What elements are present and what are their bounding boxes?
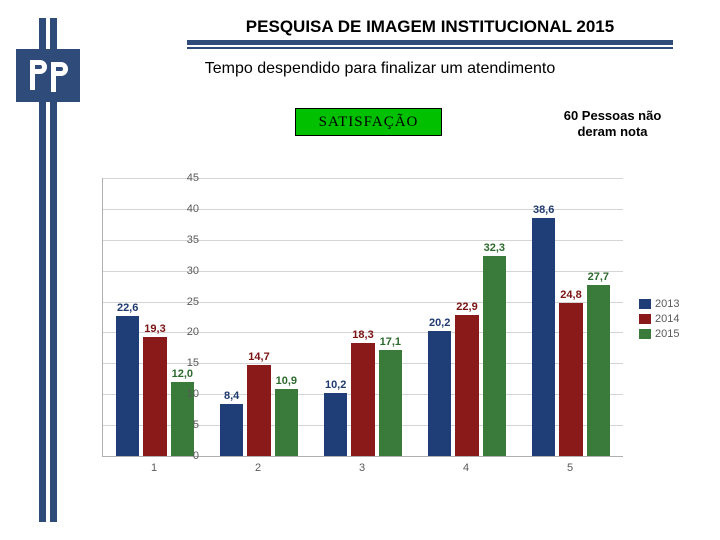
bar-value-label: 20,2 <box>429 317 450 329</box>
footnote-line1: 60 Pessoas não <box>564 108 662 123</box>
bar-value-label: 14,7 <box>248 351 269 363</box>
x-tick: 4 <box>446 462 486 474</box>
bar-value-label: 18,3 <box>352 329 373 341</box>
pp-logo-icon <box>27 58 69 94</box>
page-subtitle: Tempo despendido para finalizar um atend… <box>100 60 660 78</box>
bar-value-label: 10,9 <box>276 375 297 387</box>
bar <box>483 256 506 456</box>
y-tick: 25 <box>175 296 199 308</box>
bar <box>220 404 243 456</box>
bar <box>559 303 582 456</box>
y-tick: 30 <box>175 265 199 277</box>
legend-swatch <box>639 329 651 339</box>
x-tick: 1 <box>134 462 174 474</box>
x-tick: 2 <box>238 462 278 474</box>
y-tick: 35 <box>175 234 199 246</box>
y-tick: 0 <box>175 450 199 462</box>
legend-item: 2014 <box>639 313 699 325</box>
bar-value-label: 19,3 <box>144 323 165 335</box>
footnote: 60 Pessoas não deram nota <box>540 108 685 139</box>
bar <box>116 316 139 456</box>
bar <box>143 337 166 456</box>
footnote-line2: deram nota <box>577 124 647 139</box>
y-tick: 20 <box>175 326 199 338</box>
bar-value-label: 24,8 <box>560 289 581 301</box>
legend-item: 2013 <box>639 298 699 310</box>
plot-area: 22,6 19,3 12,0 8,4 14,7 10,9 10,2 18,3 17,1 20,2 2… <box>102 178 623 457</box>
bar <box>275 389 298 456</box>
bar <box>455 315 478 456</box>
title-underline <box>187 40 673 45</box>
bar <box>428 331 451 456</box>
legend-label: 2013 <box>655 298 679 310</box>
logo <box>16 49 80 102</box>
bar <box>379 350 402 456</box>
y-tick: 40 <box>175 203 199 215</box>
bar <box>532 218 555 456</box>
bar-chart: 22,6 19,3 12,0 8,4 14,7 10,9 10,2 18,3 17,1 20,2 2… <box>74 170 699 500</box>
bar <box>247 365 270 456</box>
bar-value-label: 22,6 <box>117 302 138 314</box>
x-tick: 3 <box>342 462 382 474</box>
x-tick: 5 <box>550 462 590 474</box>
satisfaction-badge: SATISFAÇÃO <box>295 108 442 136</box>
legend-label: 2015 <box>655 328 679 340</box>
y-tick: 5 <box>175 419 199 431</box>
bar-value-label: 27,7 <box>588 271 609 283</box>
bar-value-label: 10,2 <box>325 379 346 391</box>
y-tick: 45 <box>175 172 199 184</box>
bar-value-label: 12,0 <box>172 368 193 380</box>
bar-value-label: 17,1 <box>380 336 401 348</box>
bar-value-label: 38,6 <box>533 204 554 216</box>
title-underline-thin <box>187 47 673 49</box>
y-tick: 10 <box>175 388 199 400</box>
bar <box>324 393 347 456</box>
bar-value-label: 22,9 <box>456 301 477 313</box>
legend: 2013 2014 2015 <box>639 298 699 343</box>
legend-swatch <box>639 314 651 324</box>
page-title-area: PESQUISA DE IMAGEM INSTITUCIONAL 2015 <box>180 17 680 49</box>
bar <box>587 285 610 456</box>
bar-value-label: 8,4 <box>224 390 239 402</box>
y-tick: 15 <box>175 357 199 369</box>
bar <box>351 343 374 456</box>
legend-item: 2015 <box>639 328 699 340</box>
bar-value-label: 32,3 <box>484 242 505 254</box>
page-title: PESQUISA DE IMAGEM INSTITUCIONAL 2015 <box>180 17 680 37</box>
legend-swatch <box>639 299 651 309</box>
legend-label: 2014 <box>655 313 679 325</box>
